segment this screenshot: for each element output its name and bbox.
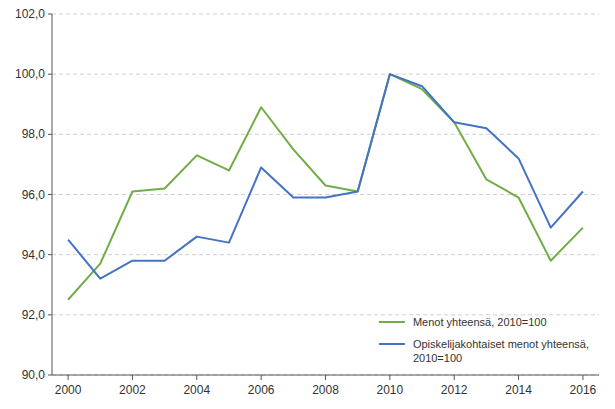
grid-line (52, 14, 599, 15)
legend-label: Opiskelijakohtaiset menot yhteensä,2010=… (413, 338, 589, 364)
y-tick (48, 254, 52, 255)
grid-line (52, 254, 599, 255)
x-tick (389, 375, 390, 380)
legend: Menot yhteensä, 2010=100 Opiskelijakohtai… (379, 316, 589, 364)
y-tick-label: 94,0 (22, 248, 46, 262)
x-tick (518, 375, 519, 380)
axes: 90,0 92,0 94,0 96,0 98,0 100,0 102,0 2000 2002 20… (15, 7, 599, 397)
legend-swatch (379, 343, 405, 345)
x-tick-label: 2016 (570, 383, 597, 397)
x-tick-label: 2004 (183, 383, 210, 397)
x-tick (325, 375, 326, 380)
x-tick-label: 2002 (119, 383, 146, 397)
x-tick (132, 375, 133, 380)
legend-swatch (379, 321, 405, 323)
lines (68, 74, 583, 300)
y-tick-label: 90,0 (22, 368, 46, 382)
y-tick-label: 96,0 (22, 188, 46, 202)
y-tick-label: 98,0 (22, 127, 46, 141)
x-tick-label: 2008 (312, 383, 339, 397)
y-tick (48, 74, 52, 75)
series-line (68, 74, 583, 300)
grid (52, 14, 599, 375)
x-tick (454, 375, 455, 380)
grid-line (52, 194, 599, 195)
grid-line (52, 134, 599, 135)
x-tick-label: 2000 (55, 383, 82, 397)
y-tick (48, 194, 52, 195)
y-tick (48, 314, 52, 315)
y-tick (48, 134, 52, 135)
x-tick-label: 2010 (377, 383, 404, 397)
chart: 90,0 92,0 94,0 96,0 98,0 100,0 102,0 2000 2002 20… (0, 0, 615, 409)
y-tick (48, 375, 52, 376)
x-tick-label: 2014 (505, 383, 532, 397)
y-tick (48, 14, 52, 15)
x-tick (196, 375, 197, 380)
x-tick (582, 375, 583, 380)
legend-label: Menot yhteensä, 2010=100 (413, 316, 547, 328)
series-line (68, 74, 583, 279)
x-tick (261, 375, 262, 380)
x-tick (68, 375, 69, 380)
x-tick-label: 2012 (441, 383, 468, 397)
grid-line (52, 74, 599, 75)
y-tick-label: 102,0 (15, 7, 45, 21)
y-tick-label: 100,0 (15, 67, 45, 81)
y-tick-label: 92,0 (22, 308, 46, 322)
x-tick-label: 2006 (248, 383, 275, 397)
